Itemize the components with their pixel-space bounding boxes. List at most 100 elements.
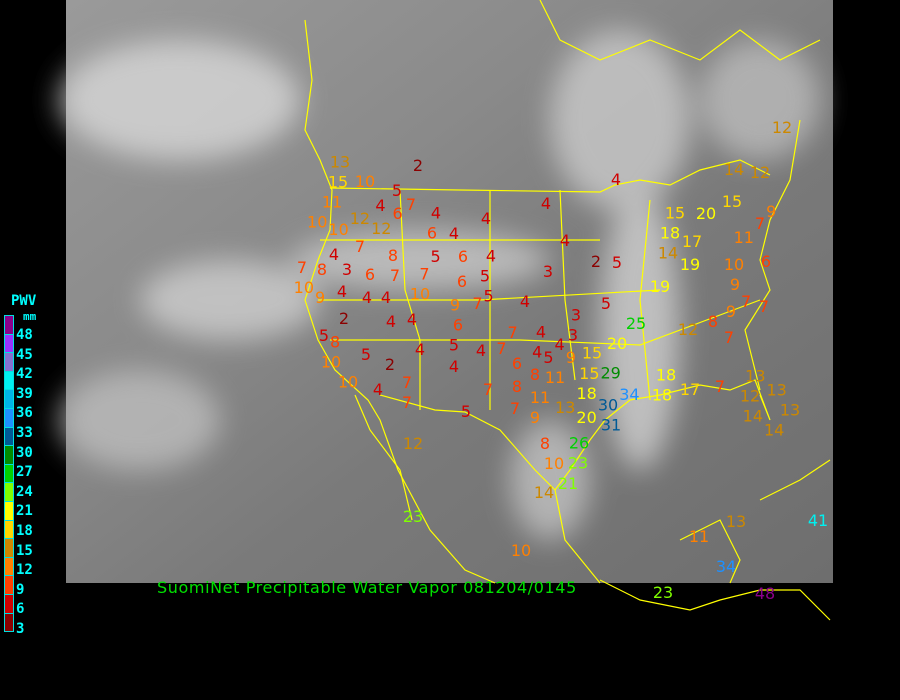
- legend-swatch: [4, 352, 14, 372]
- station-pwv-value: 10: [724, 255, 744, 274]
- station-pwv-value: 3: [571, 306, 581, 325]
- station-pwv-value: 4: [449, 224, 459, 243]
- legend-label: 48: [16, 327, 33, 343]
- station-pwv-value: 5: [543, 348, 553, 367]
- station-pwv-value: 9: [726, 302, 736, 321]
- station-pwv-value: 7: [297, 258, 307, 277]
- station-pwv-value: 4: [532, 343, 542, 362]
- station-pwv-value: 5: [431, 247, 441, 266]
- station-pwv-value: 5: [449, 336, 459, 355]
- station-pwv-value: 48: [755, 584, 775, 603]
- station-pwv-value: 4: [541, 194, 551, 213]
- station-pwv-value: 8: [317, 260, 327, 279]
- legend-label: 9: [16, 581, 25, 598]
- gulf-coastline: [554, 379, 771, 491]
- station-pwv-value: 14: [764, 421, 784, 440]
- pacific-coastline: [304, 19, 496, 584]
- station-pwv-value: 13: [726, 512, 746, 531]
- station-pwv-value: 11: [689, 527, 709, 546]
- station-pwv-value: 6: [365, 265, 375, 284]
- station-pwv-value: 4: [407, 310, 417, 329]
- station-pwv-value: 4: [481, 209, 491, 228]
- legend-unit: mm: [23, 310, 37, 323]
- station-pwv-value: 13: [767, 381, 787, 400]
- legend-swatch: [4, 463, 14, 484]
- central-america-coast: [599, 579, 831, 621]
- station-pwv-value: 5: [319, 326, 329, 345]
- station-pwv-value: 14: [658, 243, 678, 262]
- legend-swatch: [4, 500, 14, 521]
- station-pwv-value: 19: [680, 255, 700, 274]
- legend-swatch: [4, 426, 14, 447]
- station-pwv-value: 20: [576, 408, 596, 427]
- cloud-layer: [60, 30, 820, 540]
- station-pwv-value: 11: [734, 228, 754, 247]
- station-pwv-value: 15: [579, 364, 599, 383]
- station-pwv-value: 14: [724, 160, 744, 179]
- legend-swatch: [4, 407, 14, 428]
- station-pwv-value: 17: [680, 380, 700, 399]
- station-pwv-value: 7: [402, 373, 412, 392]
- station-pwv-value: 8: [530, 365, 540, 384]
- station-pwv-value: 12: [678, 320, 698, 339]
- legend-label: 36: [16, 405, 33, 422]
- station-pwv-value: 10: [338, 372, 358, 391]
- legend-swatch: [4, 370, 14, 391]
- legend-label: 18: [16, 523, 33, 539]
- legend-swatch: [4, 315, 14, 335]
- station-pwv-value: 15: [722, 192, 742, 211]
- station-pwv-value: 34: [619, 385, 639, 404]
- station-pwv-value: 6: [761, 252, 771, 271]
- station-pwv-value: 4: [449, 357, 459, 376]
- station-pwv-value: 4: [560, 231, 570, 250]
- station-pwv-value: 7: [402, 393, 412, 412]
- station-pwv-value: 4: [329, 245, 339, 264]
- station-pwv-value: 17: [682, 232, 702, 251]
- station-pwv-value: 14: [743, 407, 763, 426]
- station-pwv-value: 12: [740, 387, 760, 406]
- station-pwv-value: 13: [330, 152, 350, 171]
- station-pwv-value: 6: [392, 204, 402, 223]
- station-pwv-value: 12: [403, 434, 423, 453]
- us-canada-border: [329, 159, 771, 193]
- station-pwv-value: 10: [511, 541, 531, 560]
- state-line: [639, 199, 651, 401]
- station-pwv-value: 5: [480, 266, 490, 285]
- station-pwv-value: 4: [381, 288, 391, 307]
- station-pwv-value: 9: [766, 202, 776, 221]
- legend-swatch: [4, 519, 14, 540]
- station-pwv-value: 13: [555, 398, 575, 417]
- legend-label: 45: [16, 346, 33, 363]
- station-pwv-value: 25: [626, 314, 646, 333]
- station-pwv-value: 11: [530, 388, 550, 407]
- station-pwv-value: 5: [392, 181, 402, 200]
- station-pwv-value: 4: [386, 312, 396, 331]
- legend-label: 27: [16, 464, 33, 481]
- legend-label: 24: [16, 483, 33, 500]
- yucatan-coast: [679, 519, 741, 584]
- canada-coastline: [539, 0, 821, 61]
- atlantic-coastline: [744, 119, 801, 391]
- station-pwv-value: 7: [419, 265, 429, 284]
- station-pwv-value: 4: [476, 341, 486, 360]
- station-pwv-value: 18: [652, 386, 672, 405]
- station-pwv-value: 4: [486, 246, 496, 265]
- station-pwv-value: 12: [750, 163, 770, 182]
- station-pwv-value: 18: [660, 223, 680, 242]
- station-pwv-value: 6: [427, 224, 437, 243]
- legend-swatch: [4, 612, 14, 633]
- station-pwv-value: 10: [328, 220, 348, 239]
- legend-label: 33: [16, 425, 33, 441]
- station-pwv-value: 34: [716, 557, 736, 576]
- station-pwv-value: 7: [741, 292, 751, 311]
- legend-swatch: [4, 389, 14, 409]
- station-pwv-value: 5: [484, 286, 494, 305]
- station-pwv-value: 6: [512, 354, 522, 373]
- us-mexico-border: [379, 394, 556, 491]
- station-pwv-value: 12: [350, 209, 370, 228]
- station-pwv-value: 5: [612, 253, 622, 272]
- pwv-color-scale: [4, 315, 14, 633]
- caribbean-islands: [759, 459, 831, 501]
- station-pwv-value: 7: [759, 297, 769, 316]
